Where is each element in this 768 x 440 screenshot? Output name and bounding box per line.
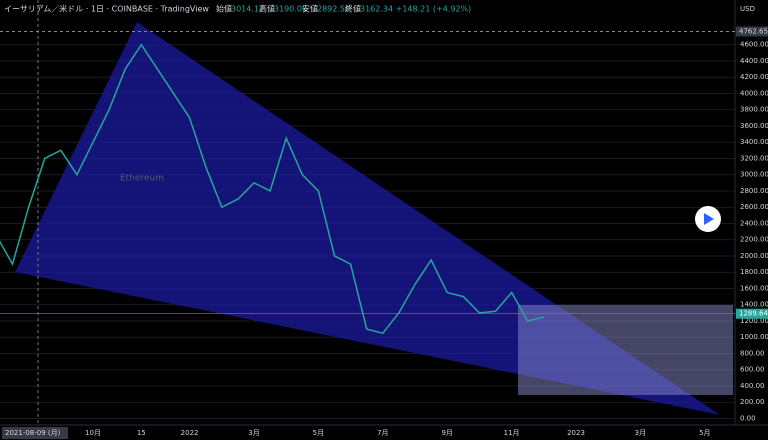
header-title: イーサリアム／米ドル · 1日 · COINBASE · TradingView [4,4,209,14]
y-tick-label: 1400.00 [740,301,768,309]
x-tick-label: 10月 [85,429,101,437]
high-label: 高値 [259,4,275,14]
y-tick-label: 1000.00 [740,333,768,341]
y-tick-label: 400.00 [740,382,765,390]
y-tick-label: 3400.00 [740,138,768,146]
currency: USD [740,5,755,13]
open-label: 始値 [216,4,232,14]
x-tick-label: 15 [137,429,146,437]
high-label-box [736,26,768,37]
y-tick-label: 2000.00 [740,252,768,260]
y-tick-label: 3000.00 [740,171,768,179]
y-tick-label: 800.00 [740,349,765,357]
y-tick-label: 2200.00 [740,236,768,244]
x-tick-label: 5月 [699,429,710,437]
x-tick-label: 3月 [248,429,259,437]
high-label: 4762.65 [739,27,768,35]
close: 3162.34 +148.21 (+4.92%) [360,5,471,14]
open: 3014.12 [231,5,264,14]
y-tick-label: 3800.00 [740,106,768,114]
y-tick-label: 2600.00 [740,203,768,211]
y-tick-label: 600.00 [740,366,765,374]
y-tick-label: 200.00 [740,398,765,406]
x-tick-label: 11月 [504,429,520,437]
high: 3190.00 [274,5,307,14]
y-tick-label: 2800.00 [740,187,768,195]
x-tick-label: 7月 [377,429,388,437]
y-tick-label: 1800.00 [740,268,768,276]
low-label: 安値 [302,4,318,14]
x-tick-label: 2023 [567,429,585,437]
y-tick-label: 4600.00 [740,41,768,49]
y-tick-label: 2400.00 [740,219,768,227]
watermark: Ethereum [120,174,164,184]
close-label: 終値 [345,4,361,14]
x-tick-label: 3月 [635,429,646,437]
play-icon [704,213,714,225]
low: 2892.50 [317,5,350,14]
price-line [0,43,544,335]
x-tick-label: 2022 [181,429,199,437]
y-tick-label: 4400.00 [740,57,768,65]
crosshair-date: 2021-08-09 (月) [5,429,61,437]
x-tick-label: 5月 [313,429,324,437]
x-tick-label: 9月 [441,429,452,437]
y-tick-label: 0.00 [740,414,756,422]
y-tick-label: 4200.00 [740,73,768,81]
y-tick-label: 3600.00 [740,122,768,130]
last-price-label: 1289.64 [739,310,768,318]
y-tick-label: 3200.00 [740,154,768,162]
crosshair-date-box [2,427,68,439]
y-tick-label: 4000.00 [740,89,768,97]
y-tick-label: 1200.00 [740,317,768,325]
y-tick-label: 1600.00 [740,284,768,292]
overlay-image [518,305,733,395]
last-price-box [736,308,768,319]
